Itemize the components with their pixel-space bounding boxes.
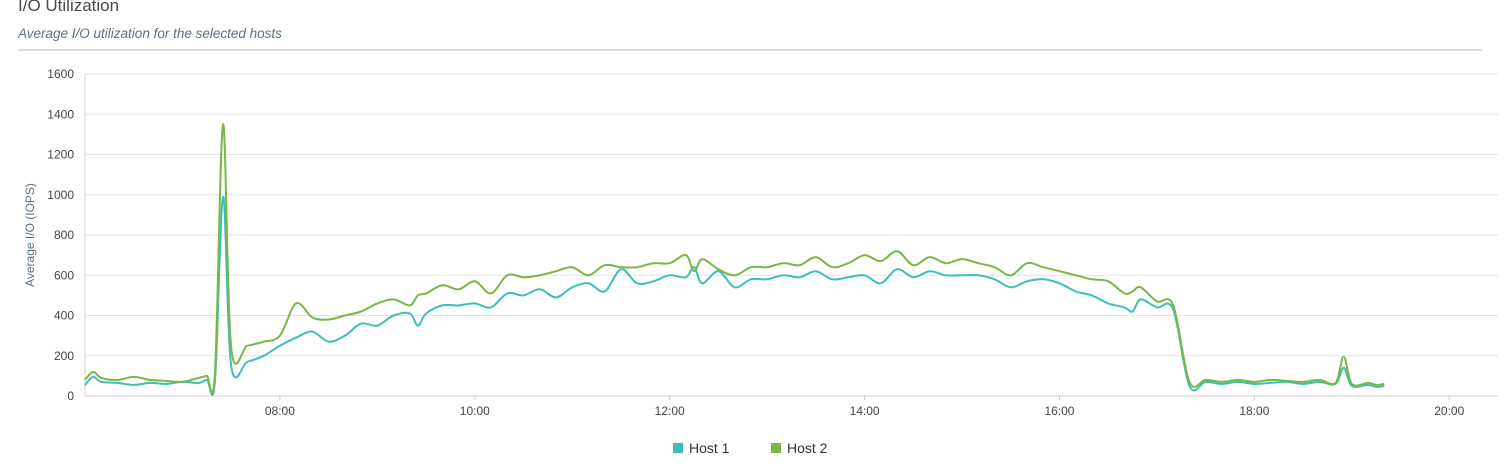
y-tick-label: 600	[54, 268, 74, 282]
legend-item-host-1[interactable]: Host 1	[673, 440, 729, 456]
legend-item-host-2[interactable]: Host 2	[771, 440, 827, 456]
legend-label: Host 1	[689, 440, 730, 456]
page-subtitle: Average I/O utilization for the selected…	[18, 26, 282, 41]
y-tick-label: 1400	[47, 107, 74, 121]
series-line-host-1	[84, 195, 1385, 396]
y-tick-label: 200	[54, 349, 74, 363]
legend-swatch	[771, 443, 781, 453]
y-tick-label: 1600	[47, 67, 74, 81]
x-tick-label: 08:00	[265, 404, 295, 418]
series-layer	[84, 123, 1385, 396]
legend-label: Host 2	[787, 440, 828, 456]
x-tick-label: 20:00	[1434, 404, 1464, 418]
x-tick-label: 10:00	[460, 404, 490, 418]
y-tick-label: 1200	[47, 148, 74, 162]
x-tick-label: 18:00	[1239, 404, 1269, 418]
legend: Host 1 Host 2	[0, 440, 1512, 460]
y-tick-label: 800	[54, 228, 74, 242]
y-tick-label: 400	[54, 309, 74, 323]
legend-swatch	[673, 443, 683, 453]
x-tick-label: 16:00	[1044, 404, 1074, 418]
axes: 0 200 400 600 800 1000 1200 1400 1600 08:00 10:00 1…	[23, 67, 1498, 418]
x-tick-label: 14:00	[850, 404, 880, 418]
x-tick-label: 12:00	[655, 404, 685, 418]
header-divider	[18, 49, 1482, 51]
y-tick-label: 1000	[47, 188, 74, 202]
series-line-host-2	[84, 123, 1385, 394]
page-title: I/O Utilization	[18, 0, 120, 15]
y-tick-label: 0	[67, 389, 74, 403]
grid	[85, 73, 1498, 357]
y-axis-title: Average I/O (IOPS)	[23, 183, 37, 287]
